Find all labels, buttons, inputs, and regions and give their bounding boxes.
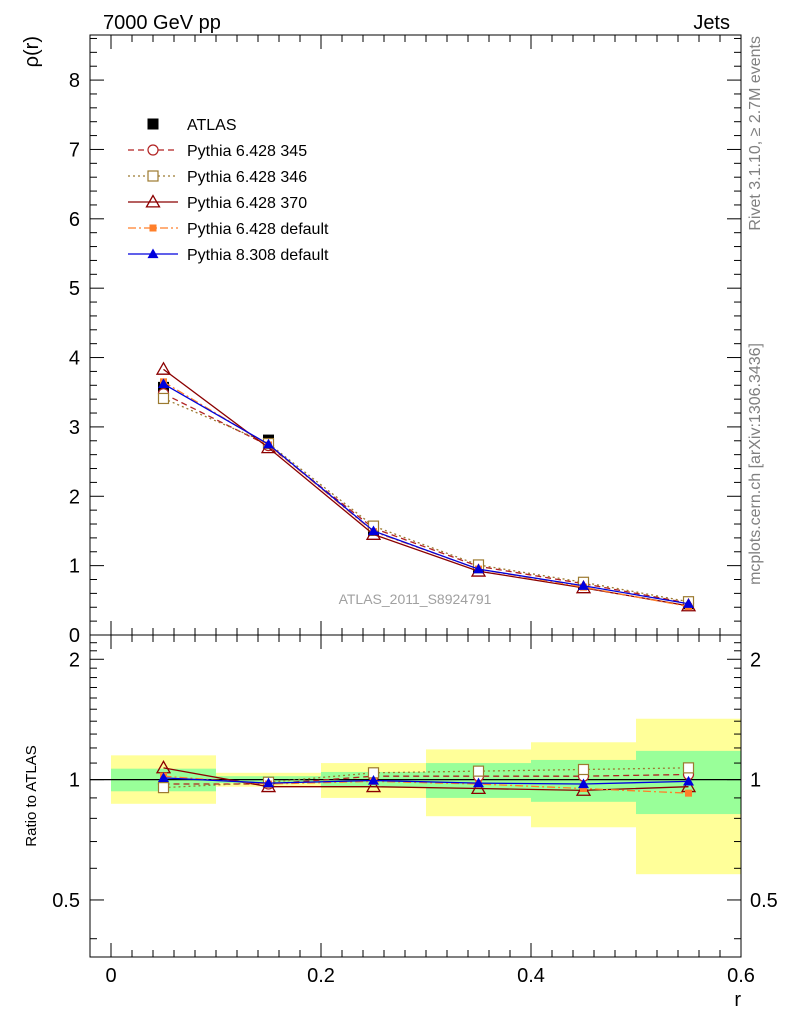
main-series-line-1 (163, 393, 689, 604)
main-series-1 (157, 388, 695, 609)
main-ytick-label-7: 7 (69, 139, 80, 161)
main-point-5-0 (158, 378, 169, 389)
main-series-3 (155, 361, 697, 612)
ratio-point-4-3 (473, 777, 484, 788)
main-ytick-label-8: 8 (69, 70, 80, 92)
main-point-2-0 (157, 392, 170, 405)
ratio-bands (111, 718, 741, 875)
ratio-ytick-label-right-1: 1 (750, 770, 761, 792)
legend-label-5: Pythia 8.308 default (187, 247, 329, 264)
ratio-ytick-label-right-0: 0.5 (750, 890, 778, 912)
legend-label-1: Pythia 6.428 345 (187, 143, 307, 160)
main-point-5-5 (683, 598, 694, 608)
legend-marker-3 (145, 194, 161, 208)
main-series-line-3 (163, 368, 689, 607)
x-tick-label-2: 0.4 (517, 965, 545, 987)
legend-entry-1: Pythia 6.428 345 (128, 143, 307, 160)
ratio-point-4-1 (263, 777, 274, 788)
ratio-point-1-4 (577, 763, 590, 776)
ratio-point-4-4 (578, 778, 589, 789)
ratio-series-line-4 (163, 777, 689, 785)
main-panel-series (155, 361, 697, 612)
ratio-panel-series (155, 760, 697, 797)
legend: ATLAS Pythia 6.428 345 Pythia 6.428 346 Pyt… (128, 117, 329, 264)
header-right-label: Jets (693, 12, 730, 34)
ratio-point-4-0 (158, 772, 169, 783)
ratio-point-4-5 (683, 775, 694, 786)
legend-marker-2 (147, 170, 159, 182)
ratio-panel-frame (89, 634, 742, 958)
legend-label-2: Pythia 6.428 346 (187, 169, 307, 186)
header-left-label: 7000 GeV pp (103, 12, 221, 34)
ratio-point-2-2 (365, 778, 382, 793)
legend-marker-0 (147, 118, 159, 130)
legend-entry-5: Pythia 8.308 default (128, 247, 329, 264)
x-tick-label-0: 0 (105, 965, 116, 987)
main-point-3-0 (155, 361, 172, 375)
main-point-5-3 (473, 563, 484, 574)
ratio-panel: 0.5 0.5 1 1 2 2 0 0.2 0.4 0.6 Ratio to ATLAS r (23, 634, 778, 1011)
main-panel: ATLAS_2011_S8924791 0 1 2 3 4 5 6 7 8 ρ(r) ATLAS… (21, 34, 742, 647)
legend-entry-2: Pythia 6.428 346 (128, 169, 307, 186)
ratio-series-4 (158, 772, 694, 789)
main-ytick-label-5: 5 (69, 278, 80, 300)
main-ytick-label-3: 3 (69, 417, 80, 439)
ratio-point-3-4 (580, 785, 587, 793)
main-point-5-2 (368, 525, 379, 536)
ratio-point-1-5 (682, 762, 695, 774)
main-ytick-label-2: 2 (69, 486, 80, 508)
ratio-ytick-label-2: 2 (69, 649, 80, 671)
ratio-point-1-0 (157, 782, 170, 794)
ratio-point-1-3 (472, 765, 485, 777)
main-ytick-label-6: 6 (69, 209, 80, 231)
side-mcplots-label: mcplots.cern.ch [arXiv:1306.3436] (747, 343, 764, 585)
main-y-axis-label: ρ(r) (21, 36, 43, 67)
legend-entry-3: Pythia 6.428 370 (128, 194, 307, 212)
ratio-panel-axes: 0.5 0.5 1 1 2 2 0 0.2 0.4 0.6 (52, 635, 778, 987)
ratio-series-1 (157, 762, 695, 794)
x-axis-label: r (734, 989, 741, 1011)
main-series-0 (158, 381, 694, 610)
legend-label-4: Pythia 6.428 default (187, 221, 329, 238)
main-ytick-label-4: 4 (69, 348, 80, 370)
x-tick-label-3: 0.6 (727, 965, 755, 987)
ratio-point-2-3 (470, 780, 487, 795)
main-series-line-2 (163, 397, 689, 603)
main-panel-axes: 0 1 2 3 4 5 6 7 8 (69, 35, 742, 647)
ratio-point-4-2 (368, 774, 379, 785)
legend-label-3: Pythia 6.428 370 (187, 195, 307, 212)
ratio-ytick-label-right-2: 2 (750, 649, 761, 671)
legend-entry-0: ATLAS (147, 117, 237, 134)
legend-label-0: ATLAS (187, 117, 237, 134)
side-rivet-label: Rivet 3.1.10, ≥ 2.7M events (747, 36, 764, 231)
main-point-5-1 (263, 438, 274, 449)
ratio-ytick-label-0: 0.5 (52, 890, 80, 912)
ratio-point-3-5 (685, 789, 692, 797)
main-series-5 (158, 378, 694, 608)
main-series-line-5 (163, 383, 689, 605)
main-series-4 (160, 378, 692, 611)
legend-entry-4: Pythia 6.428 default (128, 221, 329, 238)
ratio-series-line-0 (163, 773, 689, 785)
ratio-y-axis-label: Ratio to ATLAS (23, 745, 40, 846)
x-tick-label-1: 0.2 (307, 965, 335, 987)
main-ytick-label-0: 0 (69, 625, 80, 647)
ratio-ytick-label-1: 1 (69, 770, 80, 792)
main-series-line-4 (163, 381, 689, 608)
legend-marker-1 (147, 144, 159, 156)
watermark-label: ATLAS_2011_S8924791 (339, 591, 492, 607)
main-ytick-label-1: 1 (69, 556, 80, 578)
legend-marker-5 (147, 248, 159, 259)
legend-marker-4 (149, 224, 157, 232)
main-point-5-4 (578, 580, 589, 590)
